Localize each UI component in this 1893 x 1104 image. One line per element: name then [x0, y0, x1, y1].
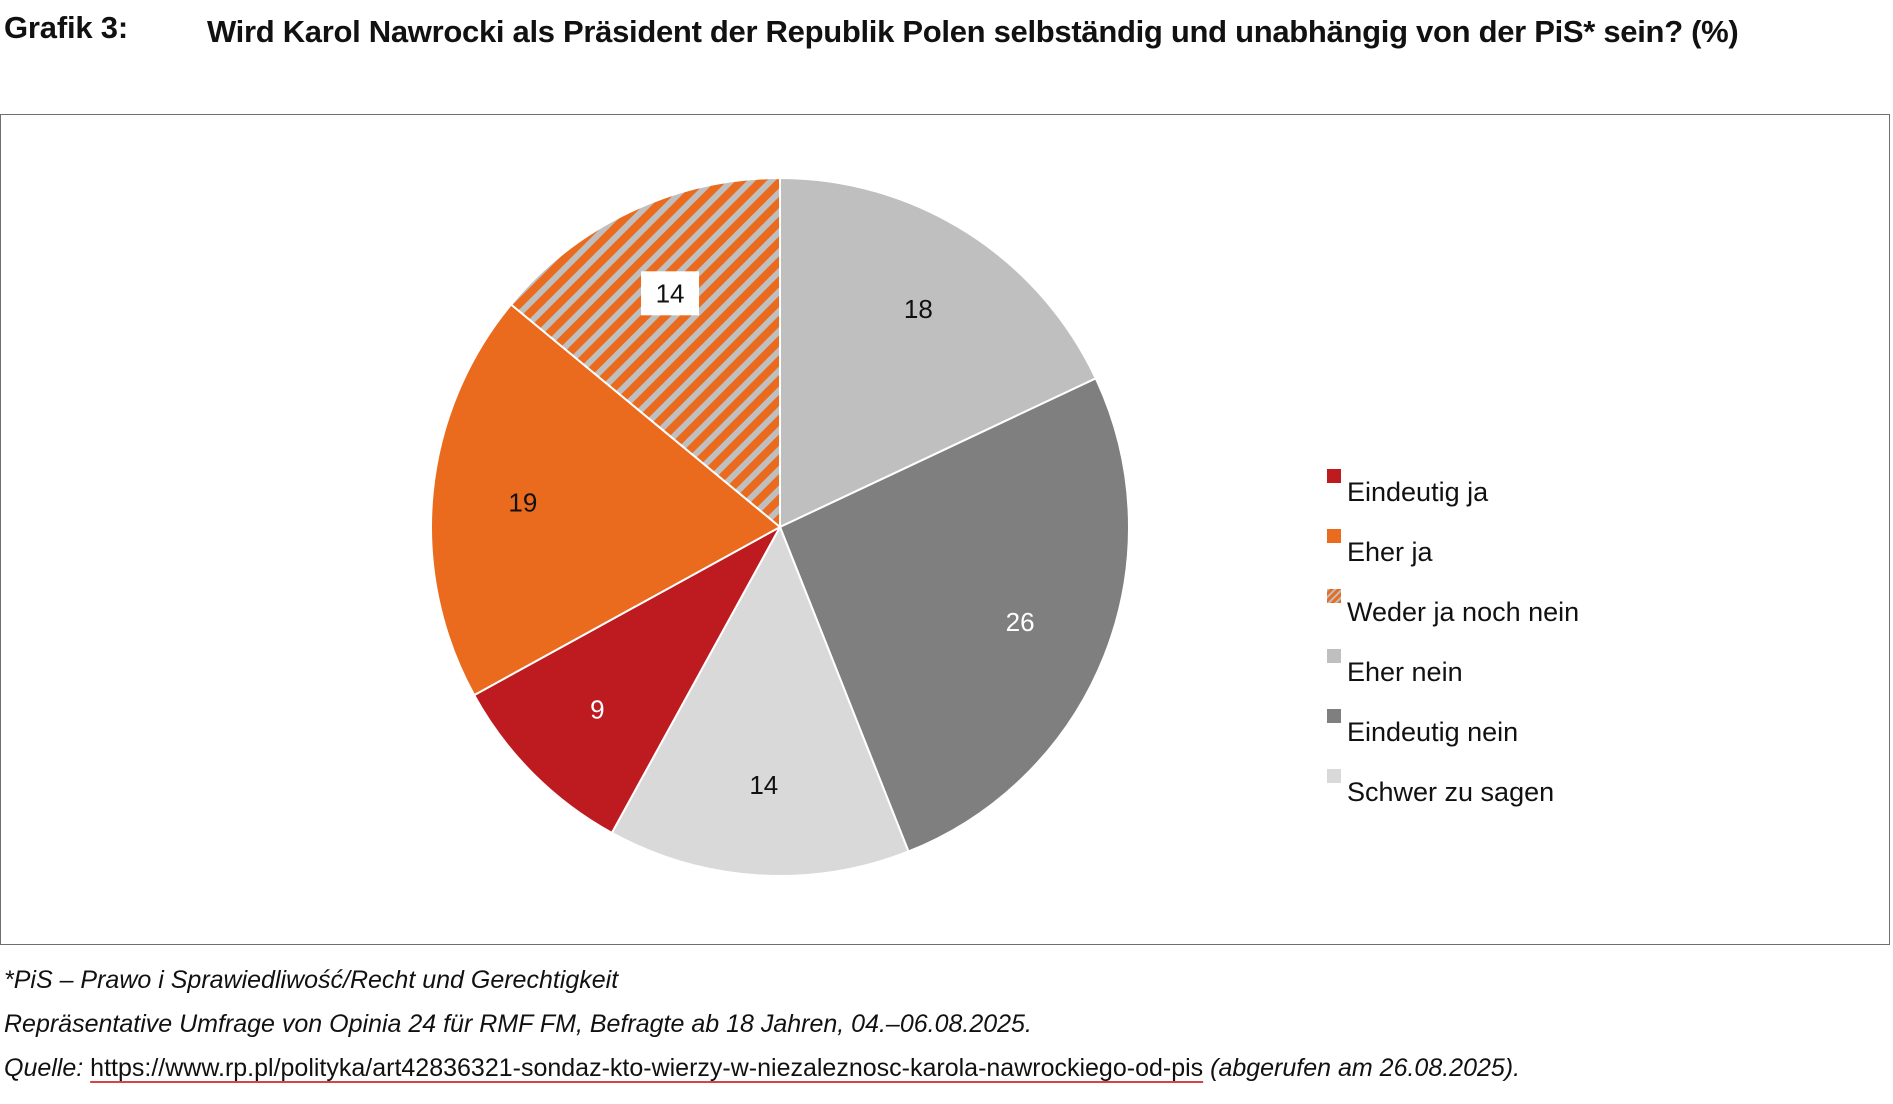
data-label-weder-ja-noch-nein: 14: [656, 278, 685, 308]
figure-title: Wird Karol Nawrocki als Präsident der Re…: [207, 14, 1739, 49]
data-label-eher-nein: 18: [904, 294, 933, 324]
data-label-schwer-zu-sagen: 14: [749, 770, 778, 800]
legend-label-eher-nein: Eher nein: [1347, 657, 1463, 687]
chart-frame: 18 26 14 9 19 14 Eindeutig ja Eher ja Weder ja …: [0, 114, 1890, 945]
legend-label-eindeutig-nein: Eindeutig nein: [1347, 717, 1519, 747]
pie-slice-eher-nein: [779, 176, 1098, 529]
figure-label: Grafik 3:: [4, 10, 128, 45]
footnote: *PiS – Prawo i Sprawiedliwość/Recht und …: [4, 966, 619, 994]
legend-swatch-schwer-zu-sagen: [1327, 769, 1341, 783]
source-suffix: (abgerufen am 26.08.2025).: [1203, 1054, 1521, 1082]
source-link[interactable]: https://www.rp.pl/polityka/art42836321-s…: [90, 1054, 1204, 1082]
legend-label-weder-ja-noch-nein: Weder ja noch nein: [1347, 597, 1580, 627]
legend-label-eher-ja: Eher ja: [1347, 537, 1433, 567]
legend-swatch-eher-ja: [1327, 529, 1341, 543]
pie-slice-eher-ja: [430, 303, 782, 697]
data-label-eindeutig-nein: 26: [1006, 607, 1035, 637]
pie-chart: 18 26 14 9 19 14: [430, 176, 1130, 877]
legend-label-eindeutig-ja: Eindeutig ja: [1347, 477, 1489, 507]
source-prefix: Quelle:: [4, 1054, 91, 1082]
survey-note: Repräsentative Umfrage von Opinia 24 für…: [4, 1010, 1032, 1038]
data-label-eindeutig-ja: 9: [590, 695, 604, 725]
pie-slice-schwer-zu-sagen: [610, 524, 910, 877]
legend-swatch-eher-nein: [1327, 649, 1341, 663]
pie-slice-eindeutig-nein: [778, 377, 1130, 853]
figure-notes: *PiS – Prawo i Sprawiedliwość/Recht und …: [4, 958, 1889, 1090]
data-label-box-weder-ja-noch-nein: [641, 271, 700, 316]
data-label-eher-ja: 19: [508, 488, 537, 518]
legend-swatch-weder-ja-noch-nein: [1327, 589, 1341, 603]
pie-slice-eindeutig-ja: [472, 524, 783, 835]
legend-swatch-eindeutig-ja: [1327, 469, 1341, 483]
source-note: Quelle: https://www.rp.pl/polityka/art42…: [4, 1046, 1889, 1090]
legend-label-schwer-zu-sagen: Schwer zu sagen: [1347, 777, 1555, 807]
pie-slice-weder-ja-noch-nein: [509, 176, 781, 530]
legend-swatch-eindeutig-nein: [1327, 709, 1341, 723]
